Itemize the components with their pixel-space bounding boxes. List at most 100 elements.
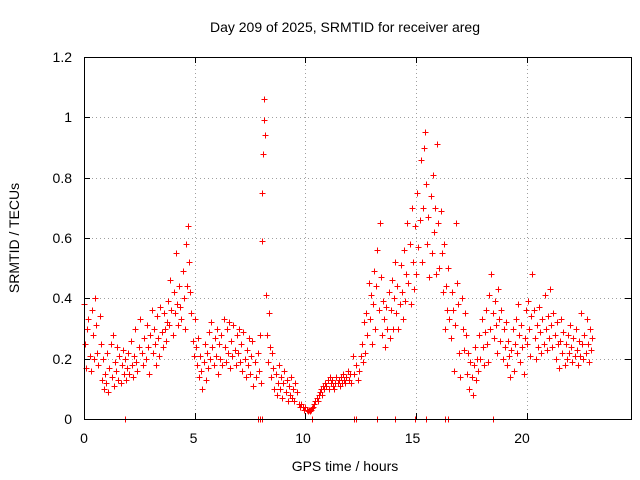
data-point (453, 220, 460, 227)
data-point (178, 316, 185, 323)
data-point (392, 259, 399, 266)
data-point (173, 250, 180, 257)
data-point (217, 356, 224, 363)
data-point (311, 401, 318, 408)
data-point (466, 386, 473, 393)
data-point (366, 280, 373, 287)
data-point (242, 356, 249, 363)
data-point (463, 332, 470, 339)
data-point (252, 359, 259, 366)
data-point (102, 371, 109, 378)
data-point (430, 172, 437, 179)
data-point (207, 356, 214, 363)
data-point (288, 374, 295, 381)
data-point (208, 319, 215, 326)
x-axis-label: GPS time / hours (292, 458, 399, 474)
data-point (374, 247, 381, 254)
data-point (205, 365, 212, 372)
data-point (187, 289, 194, 296)
data-point (483, 307, 490, 314)
data-point (584, 316, 591, 323)
data-point (539, 316, 546, 323)
data-point (260, 151, 267, 158)
data-point (261, 117, 268, 124)
data-point (574, 347, 581, 354)
data-point (559, 350, 566, 357)
data-point (506, 353, 513, 360)
data-point (542, 292, 549, 299)
data-point (370, 301, 377, 308)
data-point (549, 344, 556, 351)
data-point (261, 96, 268, 103)
data-point (423, 181, 430, 188)
data-point (505, 338, 512, 345)
data-point (264, 332, 271, 339)
data-point (155, 335, 162, 342)
data-point (250, 383, 257, 390)
data-point (167, 277, 174, 284)
data-point (329, 377, 336, 384)
data-point (525, 298, 532, 305)
data-point (487, 326, 494, 333)
data-point (190, 338, 197, 345)
data-point (422, 129, 429, 136)
data-point (524, 341, 531, 348)
data-point (105, 389, 112, 396)
data-point (566, 350, 573, 357)
data-point (387, 335, 394, 342)
data-point (162, 326, 169, 333)
data-point (479, 316, 486, 323)
data-point (495, 286, 502, 293)
data-point (426, 274, 433, 281)
data-point (518, 322, 525, 329)
data-point (508, 347, 515, 354)
data-point (395, 326, 402, 333)
data-point (517, 359, 524, 366)
data-point (266, 310, 273, 317)
data-point (577, 353, 584, 360)
data-point (490, 310, 497, 317)
data-point (85, 316, 92, 323)
data-point (218, 332, 225, 339)
data-point (467, 359, 474, 366)
data-point (391, 295, 398, 302)
data-point (176, 283, 183, 290)
data-point (100, 356, 107, 363)
data-point (441, 241, 448, 248)
data-point (588, 347, 595, 354)
data-point (502, 344, 509, 351)
data-point (360, 359, 367, 366)
data-point (243, 374, 250, 381)
data-point (578, 310, 585, 317)
data-point (191, 353, 198, 360)
data-point (203, 377, 210, 384)
data-point (400, 316, 407, 323)
data-point (450, 307, 457, 314)
data-point (315, 398, 322, 405)
data-point (449, 289, 456, 296)
data-point (581, 332, 588, 339)
data-point (211, 362, 218, 369)
data-point (331, 386, 338, 393)
data-point (510, 326, 517, 333)
data-point (233, 362, 240, 369)
data-point (214, 326, 221, 333)
data-point (219, 362, 226, 369)
y-axis-label: SRMTID / TECUs (6, 183, 22, 293)
data-point (188, 310, 195, 317)
data-point (192, 316, 199, 323)
data-point (156, 353, 163, 360)
data-point (206, 329, 213, 336)
data-point (528, 313, 535, 320)
data-point (554, 319, 561, 326)
data-point (377, 220, 384, 227)
data-point (372, 326, 379, 333)
data-point (470, 392, 477, 399)
data-point (159, 329, 166, 336)
data-point (418, 157, 425, 164)
data-point (511, 368, 518, 375)
data-point (202, 341, 209, 348)
data-point (234, 332, 241, 339)
data-point (224, 326, 231, 333)
data-point (513, 316, 520, 323)
